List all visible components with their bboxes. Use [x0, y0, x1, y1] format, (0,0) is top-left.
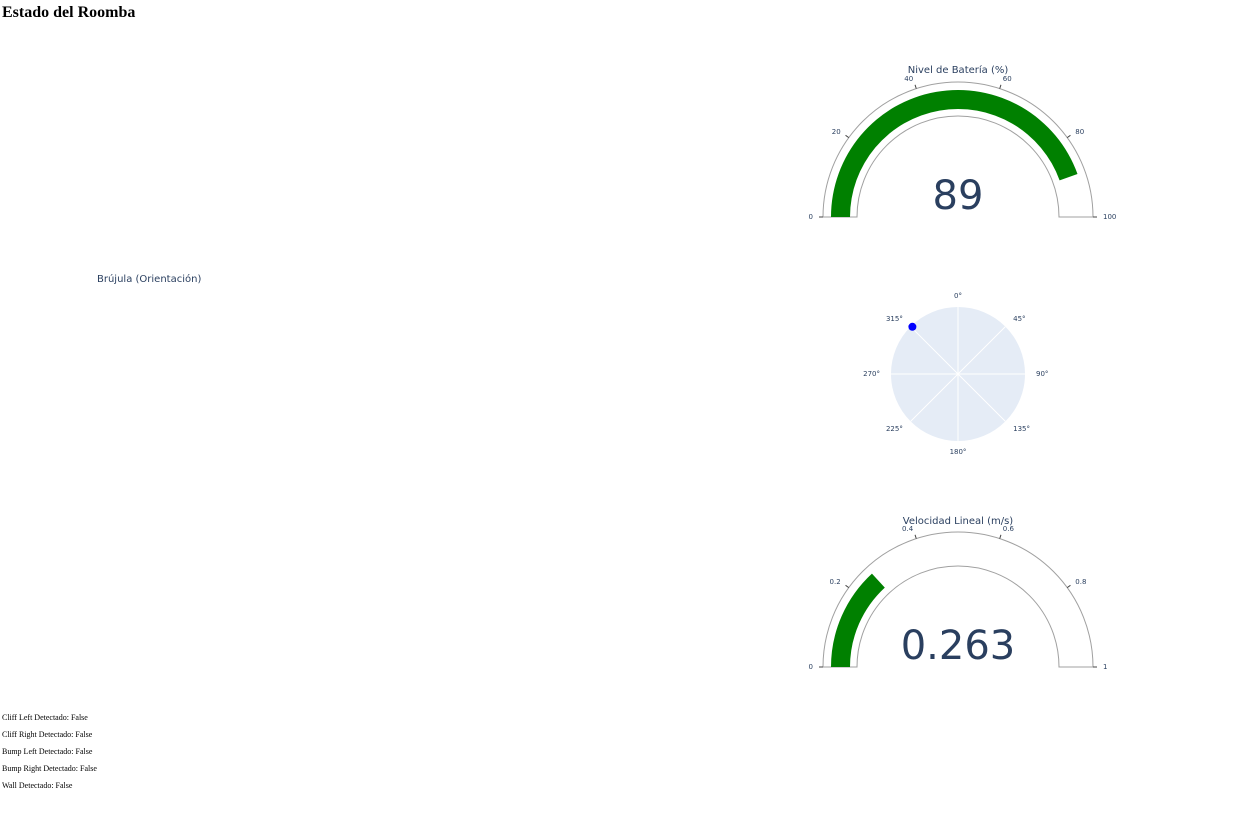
- status-wall: Wall Detectado: False: [2, 781, 73, 790]
- compass-grid-line: [910, 326, 959, 375]
- battery-gauge: 0 20 40 60 80 100 Nivel de Batería (%) 89: [809, 64, 1117, 221]
- status-list: Cliff Left Detectado: False Cliff Right …: [2, 714, 97, 799]
- gauge-tick-label: 80: [1075, 128, 1084, 136]
- compass-tick-label: 135°: [1013, 425, 1030, 433]
- compass-heading-marker: [908, 322, 917, 331]
- gauge-tick-label: 0.8: [1075, 578, 1086, 586]
- compass-grid-line: [910, 373, 959, 422]
- compass-tick-label: 225°: [886, 425, 903, 433]
- gauge-tick-label: 60: [1003, 75, 1012, 83]
- status-cliff-left: Cliff Left Detectado: False: [2, 713, 88, 722]
- gauge-value-bar: [831, 573, 885, 667]
- page-title: Estado del Roomba: [2, 4, 136, 21]
- status-bump-left: Bump Left Detectado: False: [2, 747, 93, 756]
- gauge-title: Nivel de Batería (%): [908, 64, 1009, 76]
- gauge-tick: [1066, 134, 1071, 139]
- gauge-tick-label: 0: [809, 213, 813, 221]
- gauge-title: Velocidad Lineal (m/s): [903, 516, 1014, 527]
- gauge-tick: [1066, 584, 1071, 589]
- gauge-value-bar: [831, 90, 1078, 217]
- compass-grid-line: [957, 373, 1006, 422]
- gauge-tick-label: 0.4: [902, 525, 914, 533]
- gauge-background-arc: [822, 531, 1094, 668]
- gauge-tick: [845, 584, 850, 589]
- speed-gauge: 0 0.2 0.4 0.6 0.8 1 Velocidad Lineal (m/s) 0.26…: [809, 516, 1108, 671]
- compass-chart: Brújula (Orientación) 0° 45° 90° 135° 180° 225…: [97, 273, 1048, 456]
- gauge-tick: [845, 134, 850, 139]
- gauge-tick-label: 0.6: [1003, 525, 1015, 533]
- gauge-tick-label: 100: [1103, 213, 1116, 221]
- compass-tick-label: 315°: [886, 315, 903, 323]
- gauge-tick: [914, 534, 917, 539]
- compass-tick-label: 0°: [954, 292, 962, 300]
- gauge-tick: [914, 84, 917, 89]
- compass-tick-label: 45°: [1013, 315, 1025, 323]
- gauge-tick-label: 1: [1103, 663, 1107, 671]
- compass-tick-label: 270°: [863, 370, 880, 378]
- gauge-tick-label: 0.2: [830, 578, 841, 586]
- gauge-tick-label: 0: [809, 663, 813, 671]
- compass-tick-label: 90°: [1036, 370, 1048, 378]
- status-cliff-right: Cliff Right Detectado: False: [2, 730, 93, 739]
- compass-title: Brújula (Orientación): [97, 273, 201, 285]
- gauge-value-number: 89: [933, 173, 984, 219]
- gauge-value-number: 0.263: [901, 623, 1016, 669]
- compass-tick-label: 180°: [950, 448, 967, 456]
- gauge-tick-label: 20: [832, 128, 841, 136]
- gauge-tick-label: 40: [904, 75, 913, 83]
- gauge-tick: [999, 534, 1002, 539]
- status-bump-right: Bump Right Detectado: False: [2, 764, 97, 773]
- compass-grid-line: [957, 326, 1006, 375]
- gauge-tick: [999, 84, 1002, 89]
